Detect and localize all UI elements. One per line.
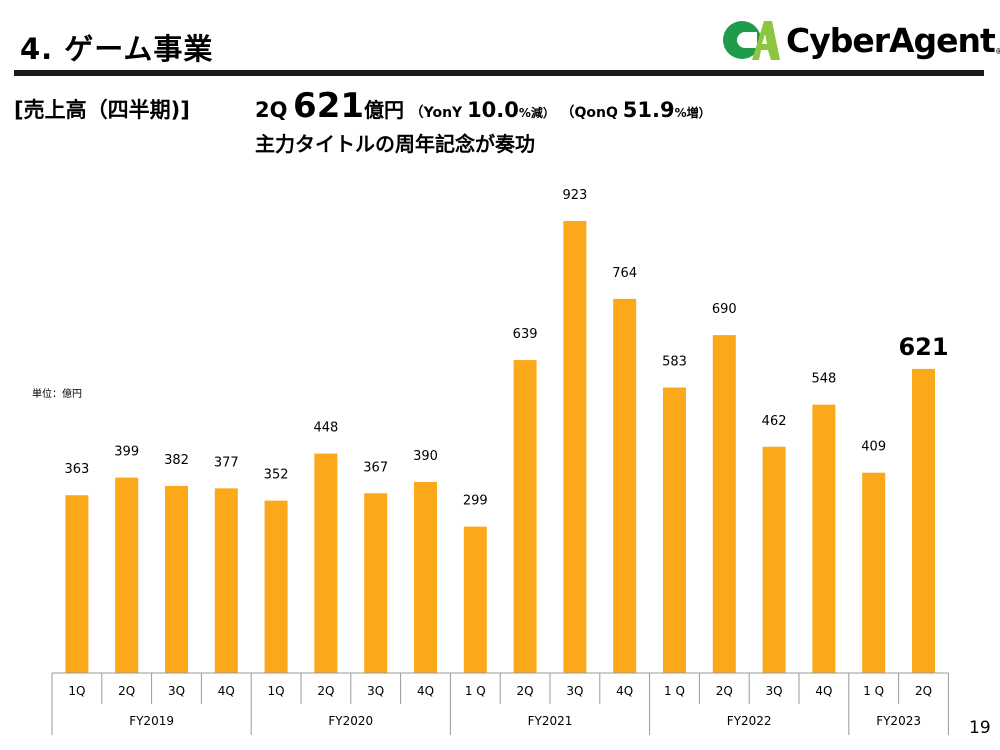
data-label: 448	[313, 421, 338, 436]
data-label: 377	[214, 455, 239, 470]
data-label: 923	[562, 188, 587, 203]
bar	[912, 368, 935, 673]
data-label: 639	[513, 327, 538, 342]
fiscal-year-label: FY2021	[528, 714, 573, 728]
header-divider	[14, 70, 984, 76]
unit-label: 単位：億円	[32, 389, 82, 400]
ca-logo-mark-icon	[723, 21, 780, 60]
data-label: 363	[64, 462, 89, 477]
fiscal-year-label: FY2019	[129, 714, 174, 728]
data-label: 399	[114, 445, 139, 460]
bar	[214, 488, 238, 673]
bar	[663, 387, 686, 673]
yoy-suffix: %減）	[518, 106, 555, 120]
x-tick-label: 4Q	[815, 684, 832, 698]
bar	[812, 404, 836, 673]
x-tick-label: 2Q	[716, 684, 733, 698]
bar	[314, 453, 338, 673]
bar	[165, 485, 188, 673]
bar	[264, 500, 288, 673]
x-tick-label: 3Q	[566, 684, 583, 698]
data-label: 367	[363, 460, 388, 475]
x-tick-label: 1Q	[68, 684, 85, 698]
x-tick-label: 2Q	[317, 684, 334, 698]
bar	[513, 360, 537, 673]
x-tick-label: 1 Q	[465, 684, 486, 698]
page-title: 4. ゲーム事業	[20, 32, 214, 66]
bar	[862, 472, 886, 673]
x-tick-label: 2Q	[915, 684, 932, 698]
data-label: 621	[898, 333, 948, 361]
x-tick-label: 1 Q	[664, 684, 685, 698]
data-label: 548	[811, 372, 836, 387]
headline-unit: 億円	[364, 98, 405, 122]
fiscal-year-label: FY2023	[876, 714, 921, 728]
data-label: 382	[164, 453, 189, 468]
registered-mark: ®	[994, 47, 1000, 56]
section-label: [売上高（四半期)]	[14, 98, 190, 122]
qoq-value: 51.9	[622, 98, 675, 122]
bar	[613, 298, 637, 673]
bar	[414, 482, 437, 673]
bar	[762, 446, 786, 673]
x-tick-label: 2Q	[517, 684, 534, 698]
qoq-suffix: %増）	[674, 106, 711, 120]
x-tick-label: 3Q	[168, 684, 185, 698]
x-tick-label: 1 Q	[863, 684, 884, 698]
data-label: 299	[463, 494, 488, 509]
bar	[563, 221, 587, 673]
yoy-value: 10.0	[467, 98, 519, 122]
x-tick-label: 1Q	[268, 684, 285, 698]
bar	[65, 495, 89, 673]
data-label: 583	[662, 355, 687, 370]
x-tick-label: 4Q	[616, 684, 633, 698]
logo-text: CyberAgent	[786, 20, 996, 60]
data-label: 409	[861, 440, 886, 455]
headline-value: 621	[293, 86, 365, 126]
fiscal-year-label: FY2022	[727, 714, 772, 728]
headline-quarter: 2Q	[255, 98, 288, 122]
x-tick-label: 3Q	[367, 684, 384, 698]
x-tick-label: 4Q	[218, 684, 235, 698]
data-label: 352	[264, 468, 289, 483]
data-label: 462	[762, 414, 787, 429]
x-tick-label: 2Q	[118, 684, 135, 698]
bar	[364, 493, 388, 673]
cyberagent-logo: CyberAgent ®	[722, 18, 1000, 62]
x-tick-label: 4Q	[417, 684, 434, 698]
data-label: 690	[712, 302, 737, 317]
yoy-label: （YonY	[409, 105, 468, 121]
headline: 2Q 621億円 （YonY 10.0%減） （QonQ 51.9%増）	[255, 86, 711, 126]
bar	[463, 526, 487, 673]
bar	[712, 335, 736, 673]
data-label: 390	[413, 449, 438, 464]
qoq-label: （QonQ	[560, 105, 623, 121]
subtitle: 主力タイトルの周年記念が奏功	[255, 132, 535, 156]
x-tick-label: 3Q	[766, 684, 783, 698]
page-number: 19	[969, 718, 991, 738]
fiscal-year-label: FY2020	[328, 714, 373, 728]
bar	[115, 477, 139, 673]
data-label: 764	[612, 266, 637, 281]
